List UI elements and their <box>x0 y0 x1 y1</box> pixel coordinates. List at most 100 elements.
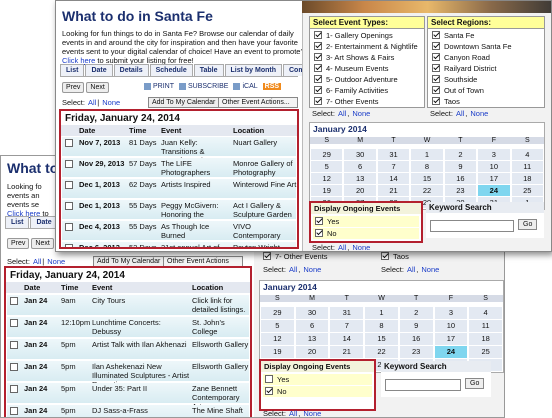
checkbox[interactable] <box>432 97 440 105</box>
calendar-day[interactable]: 24 <box>478 185 510 196</box>
checkbox[interactable] <box>432 31 440 39</box>
checkbox[interactable] <box>65 139 73 147</box>
calendar-day[interactable]: 4 <box>511 149 543 160</box>
checkbox[interactable] <box>314 75 322 83</box>
calendar-day[interactable]: 11 <box>511 161 543 172</box>
calendar-day[interactable]: 2 <box>444 149 477 160</box>
calendar-day[interactable]: 22 <box>411 185 443 196</box>
checkbox[interactable] <box>265 387 273 395</box>
go-button[interactable]: Go <box>465 378 485 389</box>
select-link[interactable]: None <box>303 265 322 274</box>
calendar-day[interactable]: 9 <box>444 161 477 172</box>
calendar-day[interactable]: 14 <box>330 333 364 345</box>
go-button[interactable]: Go <box>518 219 538 230</box>
calendar-day[interactable]: 17 <box>434 333 468 345</box>
calendar-day[interactable]: 12 <box>311 173 343 184</box>
tool[interactable]: iCAL <box>233 83 258 90</box>
tab[interactable]: List <box>5 216 30 228</box>
calendar-day[interactable]: 30 <box>344 149 376 160</box>
tab[interactable]: Schedule <box>149 64 193 76</box>
calendar-day[interactable]: 30 <box>295 307 329 319</box>
tab[interactable]: List by Month <box>224 64 282 76</box>
select-link[interactable]: None <box>352 109 371 118</box>
checkbox[interactable] <box>263 252 271 260</box>
tool-label[interactable]: iCAL <box>242 83 258 90</box>
calendar-day[interactable]: 17 <box>478 173 510 184</box>
calendar-day[interactable]: 16 <box>444 173 477 184</box>
calendar-day[interactable]: 13 <box>344 173 376 184</box>
calendar-day[interactable]: 1 <box>411 149 443 160</box>
checkbox[interactable] <box>265 375 273 383</box>
calendar-day[interactable]: 24 <box>434 346 468 358</box>
calendar-day[interactable]: 1 <box>365 307 398 319</box>
calendar-day[interactable]: 8 <box>365 320 398 332</box>
select-link[interactable]: All <box>288 409 298 418</box>
calendar-day[interactable]: 14 <box>377 173 410 184</box>
calendar-day[interactable]: 18 <box>511 173 543 184</box>
checkbox[interactable] <box>10 297 18 305</box>
checkbox[interactable] <box>65 223 73 231</box>
calendar-day[interactable]: 7 <box>377 161 410 172</box>
calendar-day[interactable]: 20 <box>295 346 329 358</box>
checkbox[interactable] <box>10 341 18 349</box>
calendar-day[interactable]: 15 <box>411 173 443 184</box>
calendar-day[interactable]: 13 <box>295 333 329 345</box>
checkbox[interactable] <box>10 385 18 393</box>
select-link[interactable]: None <box>421 265 440 274</box>
calendar-day[interactable]: 6 <box>344 161 376 172</box>
select-link[interactable]: All <box>337 109 347 118</box>
nav-button[interactable]: Prev <box>7 238 30 249</box>
tool[interactable]: PRINT <box>144 83 174 90</box>
calendar-day[interactable]: 6 <box>295 320 329 332</box>
calendar-day[interactable]: 25 <box>511 185 543 196</box>
tool[interactable]: SUBSCRIBE <box>179 83 228 90</box>
intro-link[interactable]: Click here <box>62 56 96 65</box>
checkbox[interactable] <box>381 252 389 260</box>
tool-label[interactable]: RSS <box>262 83 282 90</box>
checkbox[interactable] <box>10 407 18 415</box>
checkbox[interactable] <box>432 42 440 50</box>
select-link[interactable]: All <box>87 98 97 107</box>
checkbox[interactable] <box>65 160 73 168</box>
select-link[interactable]: All <box>406 265 416 274</box>
add-calendar-button[interactable]: Add To My Calendar <box>148 97 220 108</box>
checkbox[interactable] <box>314 86 322 94</box>
select-link[interactable]: All <box>455 109 465 118</box>
calendar-day[interactable]: 18 <box>469 333 502 345</box>
checkbox[interactable] <box>432 75 440 83</box>
calendar-day[interactable]: 11 <box>469 320 502 332</box>
select-link[interactable]: All <box>32 257 42 266</box>
calendar-day[interactable]: 15 <box>365 333 398 345</box>
calendar-day[interactable]: 5 <box>261 320 294 332</box>
calendar-day[interactable]: 20 <box>344 185 376 196</box>
calendar-day[interactable]: 16 <box>399 333 433 345</box>
calendar-day[interactable]: 19 <box>261 346 294 358</box>
select-link[interactable]: All <box>337 243 347 252</box>
checkbox[interactable] <box>10 363 18 371</box>
checkbox[interactable] <box>65 202 73 210</box>
calendar-day[interactable]: 5 <box>311 161 343 172</box>
calendar-day[interactable]: 31 <box>330 307 364 319</box>
checkbox[interactable] <box>314 31 322 39</box>
calendar-day[interactable]: 2 <box>399 307 433 319</box>
select-link[interactable]: None <box>47 257 66 266</box>
select-link[interactable]: None <box>102 98 121 107</box>
tab[interactable]: Details <box>113 64 149 76</box>
select-link[interactable]: None <box>303 409 322 418</box>
tab[interactable]: Table <box>193 64 224 76</box>
calendar-day[interactable]: 3 <box>434 307 468 319</box>
calendar-day[interactable]: 23 <box>444 185 477 196</box>
tool-label[interactable]: SUBSCRIBE <box>188 83 229 90</box>
select-link[interactable]: None <box>470 109 489 118</box>
checkbox[interactable] <box>432 86 440 94</box>
calendar-day[interactable]: 21 <box>330 346 364 358</box>
checkbox[interactable] <box>314 42 322 50</box>
nav-button[interactable]: Next <box>86 82 109 93</box>
checkbox[interactable] <box>10 319 18 327</box>
checkbox[interactable] <box>65 181 73 189</box>
tool[interactable]: RSS <box>262 83 282 90</box>
other-actions-dropdown[interactable]: Other Event Actions... <box>218 97 298 108</box>
checkbox[interactable] <box>314 53 322 61</box>
calendar-day[interactable]: 31 <box>377 149 410 160</box>
calendar-day[interactable]: 21 <box>377 185 410 196</box>
